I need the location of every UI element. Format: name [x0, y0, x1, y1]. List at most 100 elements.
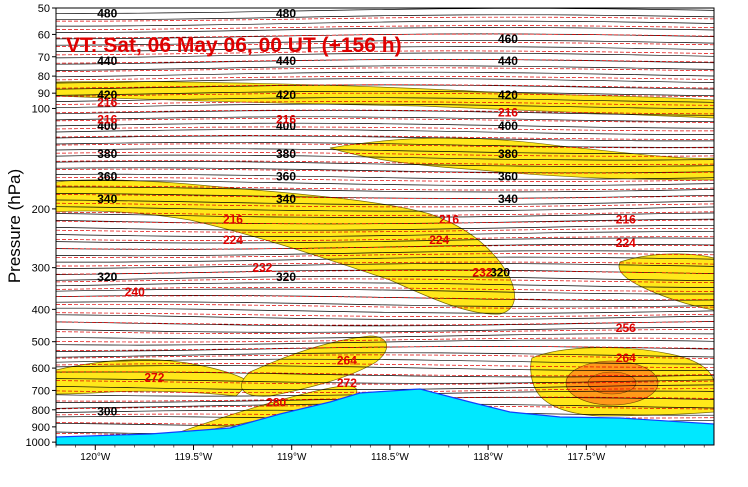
theta-contour-label: 480: [97, 7, 117, 21]
plot-area: [56, 8, 714, 445]
contour-line: [56, 90, 714, 97]
temperature-contours: [56, 16, 714, 444]
theta-contour-label: 360: [276, 170, 296, 184]
contour-line: [56, 405, 714, 410]
contour-line: [56, 126, 714, 132]
pressure-axis: 50 60 70 80 90 100 200 300 400 500 600 700 800 900 100…: [26, 3, 56, 449]
longitude-axis: 120°W 119.5°W 119°W 118.5°W 118°W 117.5°W: [55, 445, 705, 463]
contour-line: [56, 160, 714, 166]
temperature-contour-label: 216: [276, 113, 296, 127]
y-tick-label: 200: [32, 204, 50, 216]
contour-line: [56, 250, 714, 257]
contour-line: [56, 321, 714, 326]
y-axis-label: Pressure (hPa): [5, 169, 24, 283]
contour-line: [56, 236, 714, 242]
contour-line: [56, 371, 714, 377]
contour-line: [56, 39, 714, 46]
contour-line: [56, 46, 714, 52]
contour-line: [56, 101, 714, 106]
temperature-contour-label: 224: [223, 233, 243, 247]
theta-contour-label: 380: [276, 147, 296, 161]
temperature-contour-label: 216: [223, 212, 243, 226]
contour-line: [56, 78, 714, 84]
contour-line: [56, 194, 714, 199]
contour-line: [56, 84, 714, 90]
contour-line: [56, 303, 714, 309]
contour-line: [56, 103, 714, 110]
theta-contour-label: 320: [97, 270, 117, 284]
contour-line: [56, 135, 714, 140]
contour-line: [56, 282, 714, 288]
temperature-contour-label: 264: [337, 354, 357, 368]
theta-contour-label: 340: [97, 192, 117, 206]
contour-line: [56, 8, 714, 14]
temperature-labels: 216 216 216 216 216 216 216 224 224 224 232 232 240 2…: [97, 96, 636, 410]
shade-max-east-core: [587, 371, 637, 395]
contour-line: [56, 109, 714, 115]
contour-line: [56, 253, 714, 258]
contour-line: [56, 211, 714, 216]
contour-line: [56, 67, 714, 72]
y-tick-label: 500: [32, 337, 50, 349]
theta-contour-label: 440: [276, 54, 296, 68]
contour-line: [56, 237, 714, 244]
contour-line: [56, 354, 714, 359]
contour-line: [56, 65, 714, 71]
contour-line: [56, 202, 714, 208]
theta-contour-label: 340: [498, 192, 518, 206]
contour-line: [56, 129, 714, 135]
theta-labels: 480 480 460 440 440 440 420 420 420 400 400 400 380 3…: [97, 7, 518, 419]
contour-line: [56, 363, 714, 368]
contour-line: [56, 278, 714, 283]
contour-line: [56, 116, 714, 123]
theta-contour-label: 420: [97, 88, 117, 102]
x-tick-label: 118°W: [473, 452, 503, 463]
contour-line: [56, 186, 714, 193]
temperature-contour-label: 232: [252, 261, 272, 275]
contour-line: [56, 92, 714, 98]
contour-line: [56, 173, 714, 180]
contour-line: [56, 110, 714, 116]
contour-line: [56, 333, 714, 340]
contour-line: [56, 275, 714, 282]
theta-contour-label: 420: [276, 88, 296, 102]
contour-line: [56, 224, 714, 231]
theta-contour-label: 400: [276, 119, 296, 133]
x-tick-label: 120°W: [80, 452, 111, 463]
contour-line: [56, 295, 714, 301]
contour-line: [56, 231, 714, 237]
theta-contour-label: 440: [97, 54, 117, 68]
theta-contour-label: 320: [276, 270, 296, 284]
y-tick-label: 600: [32, 363, 50, 375]
contour-line: [56, 244, 714, 250]
contour-line: [56, 288, 714, 295]
temperature-contour-label: 216: [439, 212, 459, 226]
contour-line: [56, 50, 714, 56]
contour-line: [56, 14, 714, 21]
temperature-contour-label: 280: [266, 395, 286, 409]
temperature-contour-label: 240: [125, 285, 145, 299]
contour-line: [56, 154, 714, 161]
y-tick-label: 900: [32, 422, 50, 434]
theta-contour-label: 340: [276, 192, 296, 206]
contour-line: [56, 97, 714, 103]
contour-line: [56, 219, 714, 225]
x-tick-label: 118.5°W: [371, 452, 409, 463]
temperature-contour-label: 216: [498, 106, 518, 120]
theta-contour-label: 380: [97, 147, 117, 161]
theta-contour-label: 400: [97, 119, 117, 133]
theta-contour-label: 400: [498, 119, 518, 133]
temperature-contour-label: 272: [337, 376, 357, 390]
terrain-fill: [56, 388, 714, 445]
contour-line: [56, 148, 714, 155]
contour-line: [56, 20, 714, 27]
contour-line: [56, 185, 714, 191]
contour-line: [56, 75, 714, 81]
y-tick-label: 80: [38, 71, 50, 83]
contour-line: [56, 352, 714, 358]
y-tick-label: 1000: [26, 437, 50, 449]
contour-line: [56, 270, 714, 275]
contour-line: [56, 227, 714, 233]
